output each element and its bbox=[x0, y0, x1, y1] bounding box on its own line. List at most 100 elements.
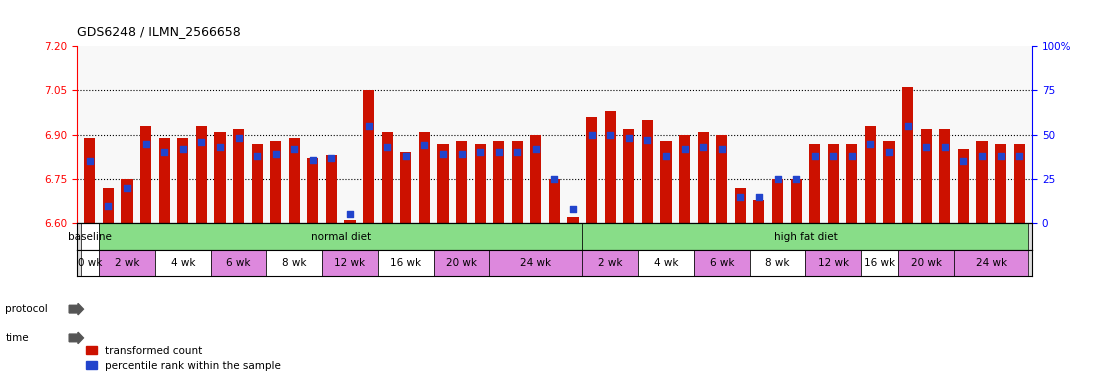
Text: 24 wk: 24 wk bbox=[976, 258, 1007, 268]
Point bbox=[564, 206, 582, 212]
Bar bbox=[642, 120, 653, 223]
Point bbox=[954, 158, 972, 164]
Point bbox=[490, 149, 507, 156]
Bar bbox=[772, 179, 783, 223]
Bar bbox=[549, 179, 560, 223]
Bar bbox=[233, 129, 244, 223]
Bar bbox=[99, 223, 582, 250]
Point bbox=[713, 146, 730, 152]
Bar bbox=[378, 250, 434, 276]
Point bbox=[434, 151, 451, 157]
Bar bbox=[155, 250, 211, 276]
Bar bbox=[434, 250, 490, 276]
Bar bbox=[530, 135, 541, 223]
Point bbox=[397, 153, 415, 159]
Bar bbox=[1013, 144, 1024, 223]
Bar bbox=[735, 188, 746, 223]
Bar bbox=[326, 156, 337, 223]
Bar bbox=[437, 144, 449, 223]
Bar bbox=[267, 250, 322, 276]
Point bbox=[546, 176, 563, 182]
Text: normal diet: normal diet bbox=[311, 232, 371, 242]
Text: 0 wk: 0 wk bbox=[78, 258, 102, 268]
Point bbox=[508, 149, 526, 156]
Bar bbox=[920, 129, 932, 223]
Text: 16 wk: 16 wk bbox=[864, 258, 895, 268]
Point bbox=[862, 141, 879, 147]
Bar bbox=[716, 135, 727, 223]
Point bbox=[583, 132, 601, 138]
Bar bbox=[80, 250, 99, 276]
Point bbox=[935, 144, 953, 150]
Bar bbox=[270, 141, 281, 223]
Point bbox=[825, 153, 842, 159]
Bar bbox=[99, 250, 155, 276]
Text: GDS6248 / ILMN_2566658: GDS6248 / ILMN_2566658 bbox=[77, 25, 240, 38]
Bar bbox=[490, 250, 582, 276]
Bar bbox=[418, 132, 430, 223]
Bar bbox=[828, 144, 839, 223]
Bar bbox=[493, 141, 504, 223]
Bar bbox=[750, 250, 806, 276]
Point bbox=[918, 144, 935, 150]
Text: 20 wk: 20 wk bbox=[910, 258, 942, 268]
Bar bbox=[694, 250, 750, 276]
Point bbox=[973, 153, 990, 159]
Bar bbox=[791, 179, 802, 223]
Bar bbox=[638, 250, 694, 276]
Bar bbox=[322, 250, 378, 276]
Text: 16 wk: 16 wk bbox=[390, 258, 422, 268]
Bar bbox=[103, 188, 114, 223]
Bar bbox=[660, 141, 672, 223]
Point bbox=[658, 153, 675, 159]
Point bbox=[806, 153, 824, 159]
Text: 8 wk: 8 wk bbox=[282, 258, 306, 268]
Bar bbox=[957, 149, 968, 223]
Point bbox=[787, 176, 805, 182]
Point bbox=[881, 149, 898, 156]
Bar bbox=[307, 158, 318, 223]
Bar bbox=[251, 144, 262, 223]
Bar bbox=[568, 217, 579, 223]
Text: protocol: protocol bbox=[5, 304, 48, 314]
Bar bbox=[158, 137, 170, 223]
Bar bbox=[122, 179, 133, 223]
Bar bbox=[679, 135, 691, 223]
Point bbox=[602, 132, 619, 138]
Point bbox=[156, 149, 173, 156]
Point bbox=[137, 141, 155, 147]
Point bbox=[694, 144, 712, 150]
Bar bbox=[195, 126, 206, 223]
Point bbox=[323, 155, 340, 161]
Text: 20 wk: 20 wk bbox=[446, 258, 477, 268]
Bar bbox=[382, 132, 393, 223]
Text: time: time bbox=[5, 333, 30, 343]
Text: 2 wk: 2 wk bbox=[115, 258, 139, 268]
Bar bbox=[211, 250, 267, 276]
Point bbox=[416, 142, 434, 148]
Bar bbox=[861, 250, 898, 276]
Text: high fat diet: high fat diet bbox=[773, 232, 838, 242]
Point bbox=[527, 146, 545, 152]
Bar bbox=[586, 117, 597, 223]
Point bbox=[192, 139, 210, 145]
Bar bbox=[809, 144, 820, 223]
Bar bbox=[289, 137, 300, 223]
Bar bbox=[753, 200, 764, 223]
Point bbox=[119, 185, 136, 191]
Bar bbox=[939, 129, 951, 223]
Bar bbox=[976, 141, 987, 223]
Point bbox=[173, 146, 191, 152]
Bar bbox=[85, 137, 96, 223]
Bar bbox=[624, 129, 635, 223]
Text: 12 wk: 12 wk bbox=[335, 258, 366, 268]
Point bbox=[379, 144, 396, 150]
Bar bbox=[884, 141, 895, 223]
Point bbox=[100, 202, 117, 209]
Bar bbox=[898, 250, 954, 276]
Bar bbox=[865, 126, 876, 223]
Text: 8 wk: 8 wk bbox=[765, 258, 789, 268]
Point bbox=[360, 123, 378, 129]
Bar bbox=[512, 141, 523, 223]
Point bbox=[639, 137, 657, 143]
